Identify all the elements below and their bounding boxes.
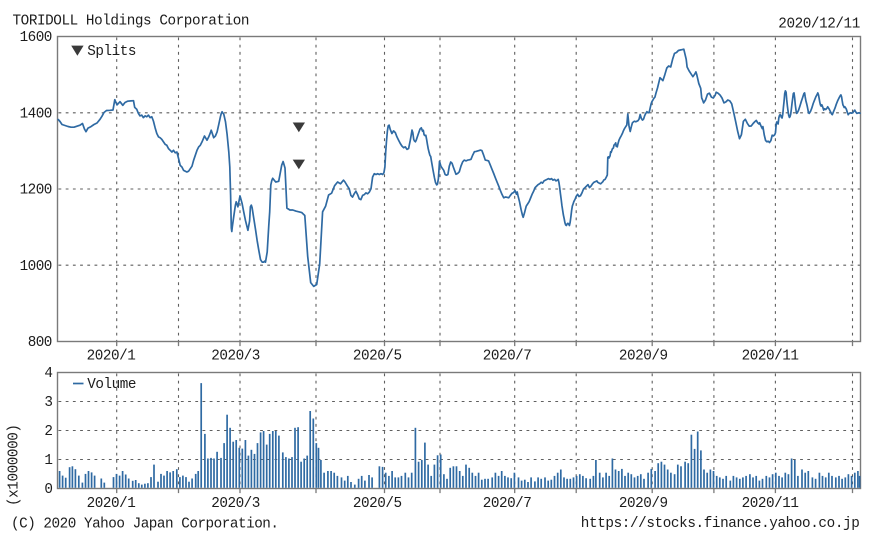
svg-text:(C) 2020 Yahoo Japan Corporati: (C) 2020 Yahoo Japan Corporation. [11,517,279,533]
svg-text:2020/9: 2020/9 [619,496,668,512]
svg-text:1: 1 [44,453,53,469]
svg-text:4: 4 [44,366,53,382]
svg-text:2020/12/11: 2020/12/11 [778,17,860,33]
svg-text:2020/5: 2020/5 [353,349,402,365]
svg-text:2020/5: 2020/5 [353,496,402,512]
svg-text:1600: 1600 [20,30,53,46]
svg-text:2020/3: 2020/3 [211,496,260,512]
svg-text:2020/9: 2020/9 [619,349,668,365]
svg-text:800: 800 [28,335,53,351]
svg-text:TORIDOLL Holdings Corporation: TORIDOLL Holdings Corporation [13,13,250,29]
svg-text:(x1000000): (x1000000) [7,424,23,506]
svg-text:1200: 1200 [20,183,53,199]
svg-text:https://stocks.finance.yahoo.c: https://stocks.finance.yahoo.co.jp [581,516,860,532]
svg-text:0: 0 [44,482,53,498]
svg-text:1400: 1400 [20,107,53,123]
svg-text:1000: 1000 [20,259,53,275]
svg-text:2020/11: 2020/11 [742,496,799,512]
svg-text:Volume: Volume [87,377,136,393]
svg-text:2020/1: 2020/1 [87,496,136,512]
svg-text:2020/1: 2020/1 [87,349,136,365]
svg-text:2: 2 [44,424,53,440]
svg-text:2020/7: 2020/7 [483,496,532,512]
svg-text:2020/3: 2020/3 [211,349,260,365]
svg-text:3: 3 [44,395,53,411]
svg-text:2020/7: 2020/7 [483,349,532,365]
svg-text:Splits: Splits [87,44,136,60]
svg-text:2020/11: 2020/11 [742,349,799,365]
